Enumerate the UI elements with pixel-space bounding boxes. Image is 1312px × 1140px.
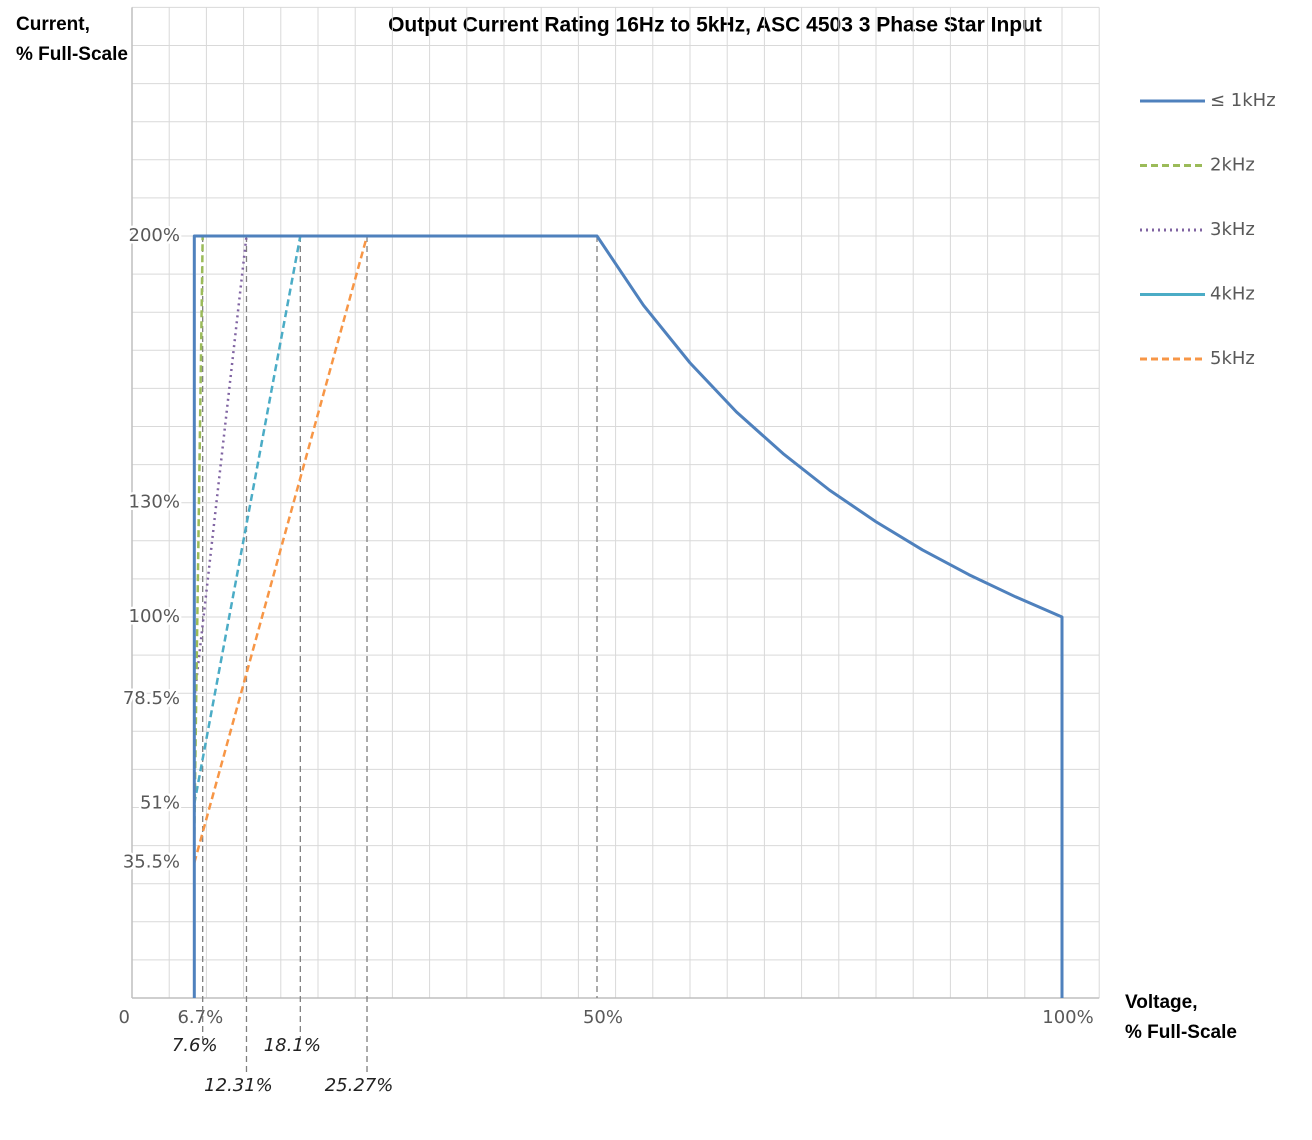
y-axis-label: % Full-Scale <box>16 44 128 65</box>
x-tick-label: 0 <box>119 1007 130 1028</box>
legend-label: 3kHz <box>1210 219 1255 240</box>
x-tick-label: 18.1% <box>264 1035 321 1056</box>
chart-title: Output Current Rating 16Hz to 5kHz, ASC … <box>388 14 1042 37</box>
grid <box>132 6 1100 998</box>
x-tick-label: 7.6% <box>172 1035 218 1056</box>
y-tick-label: 200% <box>129 225 180 246</box>
legend-label: 2kHz <box>1210 155 1255 176</box>
y-tick-label: 51% <box>140 793 180 814</box>
series-line <box>193 235 369 864</box>
legend-label: ≤ 1kHz <box>1210 90 1276 111</box>
x-tick-label: 25.27% <box>325 1075 394 1096</box>
x-tick-label: 12.31% <box>204 1075 273 1096</box>
y-tick-label: 130% <box>129 492 180 513</box>
legend-label: 4kHz <box>1210 284 1255 305</box>
x-axis-label: Voltage, <box>1125 992 1198 1013</box>
y-tick-label: 35.5% <box>123 852 180 873</box>
y-tick-label: 100% <box>129 606 180 627</box>
series-line <box>192 234 1064 998</box>
series-line <box>193 235 302 804</box>
y-tick-label: 78.5% <box>123 688 180 709</box>
legend-label: 5kHz <box>1210 348 1255 369</box>
x-tick-label: 100% <box>1042 1007 1093 1028</box>
x-tick-label: 50% <box>583 1007 623 1028</box>
x-axis-label: % Full-Scale <box>1125 1022 1237 1043</box>
y-axis-label: Current, <box>16 14 90 35</box>
x-tick-label: 6.7% <box>177 1007 223 1028</box>
